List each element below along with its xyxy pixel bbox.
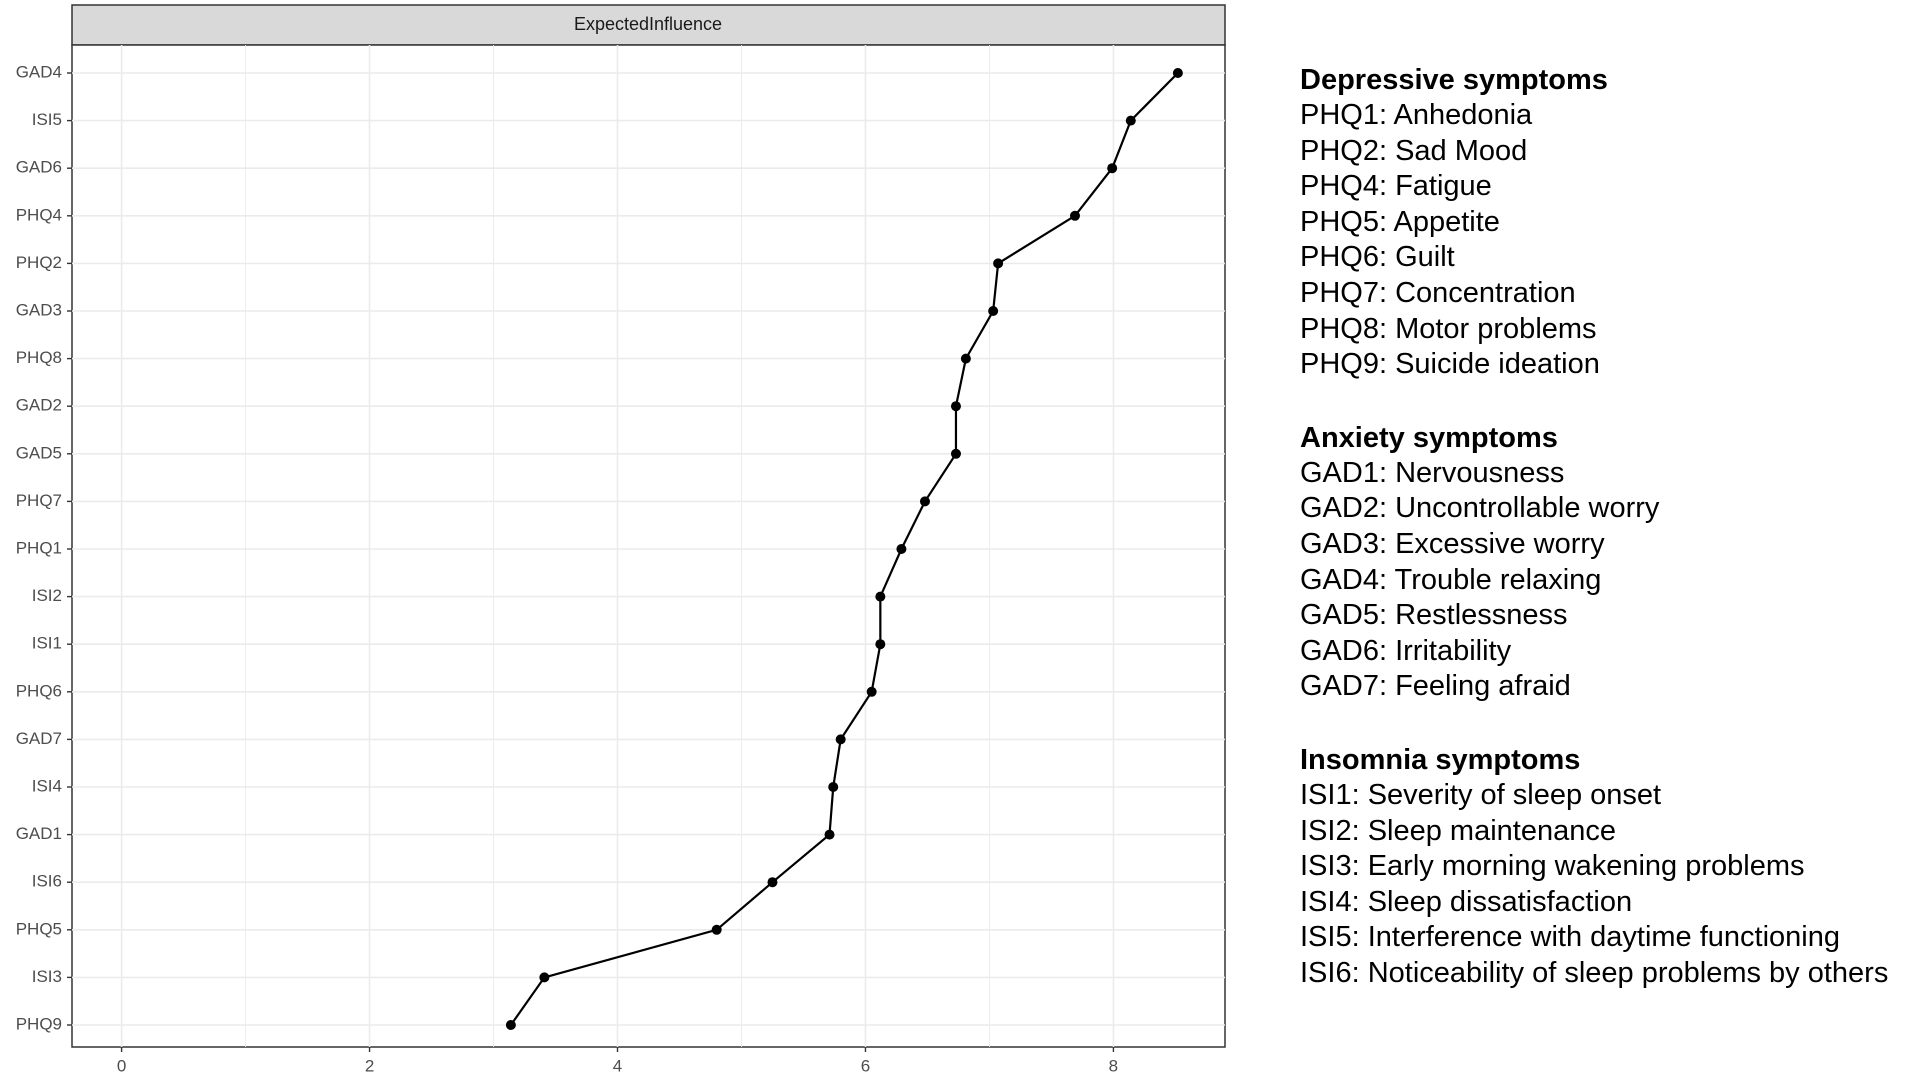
x-tick-label: 6	[861, 1056, 870, 1072]
data-point-isi4	[828, 782, 839, 792]
y-tick-label-gad1: GAD1	[16, 824, 62, 843]
y-tick-label-phq7: PHQ7	[16, 491, 62, 510]
y-tick-label-gad4: GAD4	[16, 62, 62, 81]
data-layer	[505, 68, 1183, 1030]
y-tick-label-gad7: GAD7	[16, 729, 62, 748]
legend-item: PHQ2: Sad Mood	[1300, 134, 1528, 167]
legend: Depressive symptoms PHQ1: Anhedonia PHQ2: …	[1300, 62, 1900, 1028]
data-point-phq8	[960, 353, 971, 364]
data-point-gad5	[950, 448, 961, 459]
legend-item: GAD2: Uncontrollable worry	[1300, 492, 1660, 525]
legend-heading: Insomnia symptoms	[1300, 743, 1581, 776]
y-tick-label-isi5: ISI5	[32, 110, 62, 129]
data-point-isi6	[767, 877, 778, 888]
y-tick-label-gad3: GAD3	[16, 300, 62, 319]
data-point-isi2	[875, 591, 886, 602]
legend-group: Anxiety symptoms GAD1: Nervousness GAD2: U…	[1300, 420, 1900, 705]
data-point-phq9	[505, 1020, 516, 1030]
y-tick-label-phq2: PHQ2	[16, 253, 62, 272]
legend-item: PHQ1: Anhedonia	[1300, 99, 1533, 131]
legend-item: PHQ7: Concentration	[1300, 276, 1576, 309]
data-point-gad1	[824, 829, 835, 840]
legend-item: GAD7: Feeling afraid	[1300, 670, 1571, 703]
chart: ExpectedInfluence GAD4ISI5GAD6PHQ4PHQ2GA…	[16, 4, 1226, 1072]
legend-item: ISI4: Sleep dissatisfaction	[1300, 885, 1633, 918]
data-point-gad4	[1172, 68, 1183, 78]
y-tick-label-phq5: PHQ5	[16, 919, 62, 938]
facet-strip-label: ExpectedInfluence	[574, 14, 722, 34]
y-tick-label-isi2: ISI2	[32, 586, 62, 605]
data-point-phq2	[993, 258, 1004, 269]
data-point-isi3	[539, 972, 550, 983]
legend-item: PHQ8: Motor problems	[1300, 312, 1597, 345]
x-tick-label: 8	[1109, 1056, 1118, 1072]
data-point-phq7	[919, 496, 930, 507]
plot-panel	[71, 44, 1226, 1048]
legend-heading: Anxiety symptoms	[1300, 421, 1558, 454]
x-tick-label: 4	[613, 1056, 622, 1072]
data-point-phq1	[896, 544, 907, 554]
x-tick-label: 2	[365, 1056, 374, 1072]
axes: GAD4 ISI5 GAD6 PHQ4 PHQ2 GAD3 PHQ8 GAD2 GAD5 PHQ7…	[16, 62, 1118, 1072]
y-tick-label-gad2: GAD2	[16, 396, 62, 415]
legend-heading: Depressive symptoms	[1300, 64, 1608, 96]
legend-item: ISI3: Early morning wakening problems	[1300, 850, 1805, 883]
legend-group: Insomnia symptoms ISI1: Severity of sleep…	[1300, 742, 1900, 992]
data-point-isi1	[875, 639, 886, 650]
facet-strip	[71, 4, 1226, 46]
y-tick-label-isi4: ISI4	[32, 776, 62, 795]
y-tick-label-isi3: ISI3	[32, 967, 62, 986]
data-point-gad7	[835, 734, 846, 745]
y-tick-label-gad6: GAD6	[16, 158, 62, 177]
x-tick-label: 0	[117, 1056, 126, 1072]
data-point-gad2	[950, 401, 961, 412]
legend-item: GAD4: Trouble relaxing	[1300, 563, 1602, 596]
y-tick-label-phq1: PHQ1	[16, 538, 62, 557]
legend-item: PHQ9: Suicide ideation	[1300, 348, 1600, 381]
legend-item: GAD5: Restlessness	[1300, 599, 1568, 632]
legend-item: PHQ4: Fatigue	[1300, 170, 1492, 203]
legend-item: ISI6: Noticeability of sleep problems by…	[1300, 956, 1889, 989]
legend-item: PHQ6: Guilt	[1300, 241, 1455, 274]
y-tick-label-isi1: ISI1	[32, 634, 62, 653]
data-point-gad6	[1107, 163, 1118, 174]
legend-item: ISI2: Sleep maintenance	[1300, 814, 1616, 847]
y-tick-label-gad5: GAD5	[16, 443, 62, 462]
grid-lines	[72, 45, 1225, 1047]
data-point-phq5	[711, 924, 722, 935]
y-tick-label-phq4: PHQ4	[16, 205, 62, 224]
y-tick-label-phq6: PHQ6	[16, 681, 62, 700]
data-point-isi5	[1125, 115, 1136, 126]
legend-group: Depressive symptoms PHQ1: Anhedonia PHQ2: …	[1300, 62, 1900, 383]
data-point-phq6	[866, 686, 877, 697]
y-tick-label-isi6: ISI6	[32, 872, 62, 891]
legend-item: PHQ5: Appetite	[1300, 205, 1500, 238]
legend-item: ISI5: Interference with daytime function…	[1300, 921, 1841, 954]
legend-item: GAD1: Nervousness	[1300, 456, 1565, 489]
y-tick-label-phq9: PHQ9	[16, 1014, 62, 1033]
y-tick-label-phq8: PHQ8	[16, 348, 62, 367]
legend-item: GAD3: Excessive worry	[1300, 527, 1605, 560]
data-point-phq4	[1069, 210, 1080, 221]
data-point-gad3	[988, 306, 999, 316]
legend-item: GAD6: Irritability	[1300, 634, 1512, 667]
legend-item: ISI1: Severity of sleep onset	[1300, 778, 1662, 811]
